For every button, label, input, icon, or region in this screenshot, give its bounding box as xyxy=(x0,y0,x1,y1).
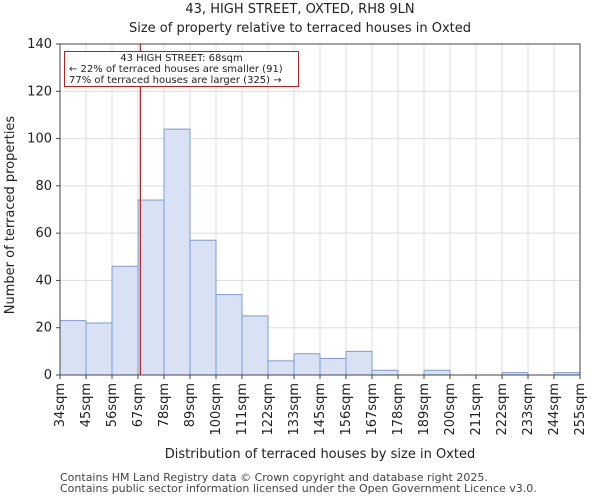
y-tick-label-40: 40 xyxy=(35,273,52,288)
bar-45sqm xyxy=(85,322,113,376)
x-tick-label-178sqm: 178sqm xyxy=(391,383,406,436)
footer-licence: Contains public sector information licen… xyxy=(60,482,537,495)
x-tick-label-233sqm: 233sqm xyxy=(521,383,536,436)
y-tick-label-60: 60 xyxy=(35,226,52,241)
x-tick-label-145sqm: 145sqm xyxy=(313,383,328,436)
x-tick-label-156sqm: 156sqm xyxy=(339,383,354,436)
y-tick-label-120: 120 xyxy=(27,84,52,99)
bar-78sqm xyxy=(163,128,191,376)
bar-122sqm xyxy=(267,360,295,376)
x-tick-label-189sqm: 189sqm xyxy=(417,383,432,436)
x-tick-label-167sqm: 167sqm xyxy=(365,383,380,436)
bar-111sqm xyxy=(241,315,269,376)
histogram-chart: 0 20 40 60 80 100 120 140 34sqm 45sqm 56sqm 67sqm 7… xyxy=(3,37,588,462)
y-tick-label-0: 0 xyxy=(44,368,52,383)
x-axis-label: Distribution of terraced houses by size … xyxy=(165,447,475,462)
x-tick-label-200sqm: 200sqm xyxy=(443,383,458,436)
x-tick-label-133sqm: 133sqm xyxy=(287,383,302,436)
x-tick-label-45sqm: 45sqm xyxy=(79,383,94,427)
x-tick-label-222sqm: 222sqm xyxy=(495,383,510,436)
bar-156sqm xyxy=(345,350,373,376)
chart-title-address: 43, HIGH STREET, OXTED, RH8 9LN xyxy=(185,2,415,17)
x-tick-label-78sqm: 78sqm xyxy=(157,383,172,427)
x-tick-label-34sqm: 34sqm xyxy=(53,383,68,427)
y-tick-label-100: 100 xyxy=(27,132,52,147)
annotation-larger-text: 77% of terraced houses are larger (325) … xyxy=(69,75,282,86)
chart-title: Size of property relative to terraced ho… xyxy=(128,21,472,36)
bar-67sqm xyxy=(137,199,165,376)
annotation-title: 43 HIGH STREET: 68sqm xyxy=(120,53,243,64)
y-tick-label-80: 80 xyxy=(35,179,52,194)
bar-167sqm xyxy=(371,369,399,376)
x-tick-label-111sqm: 111sqm xyxy=(235,383,250,436)
x-tick-label-211sqm: 211sqm xyxy=(469,383,484,436)
x-tick-label-244sqm: 244sqm xyxy=(547,383,562,436)
property-annotation-box: 43 HIGH STREET: 68sqm ← 22% of terraced … xyxy=(64,51,299,87)
annotation-smaller-text: ← 22% of terraced houses are smaller (91… xyxy=(69,64,283,75)
bar-189sqm xyxy=(423,369,451,376)
y-tick-label-140: 140 xyxy=(27,37,52,52)
bar-133sqm xyxy=(293,353,321,376)
x-tick-label-67sqm: 67sqm xyxy=(131,383,146,427)
bar-145sqm xyxy=(319,357,347,376)
x-tick-label-255sqm: 255sqm xyxy=(573,383,588,436)
bar-100sqm xyxy=(215,294,243,376)
bar-34sqm xyxy=(59,320,87,376)
x-tick-label-89sqm: 89sqm xyxy=(183,383,198,427)
x-tick-label-122sqm: 122sqm xyxy=(261,383,276,436)
footer-copyright: Contains HM Land Registry data © Crown c… xyxy=(60,471,488,484)
x-tick-label-100sqm: 100sqm xyxy=(209,383,224,436)
bar-89sqm xyxy=(189,239,217,376)
bar-56sqm xyxy=(111,265,139,376)
y-tick-label-20: 20 xyxy=(35,321,52,336)
y-axis-label: Number of terraced properties xyxy=(3,116,18,315)
x-tick-label-56sqm: 56sqm xyxy=(105,383,120,427)
